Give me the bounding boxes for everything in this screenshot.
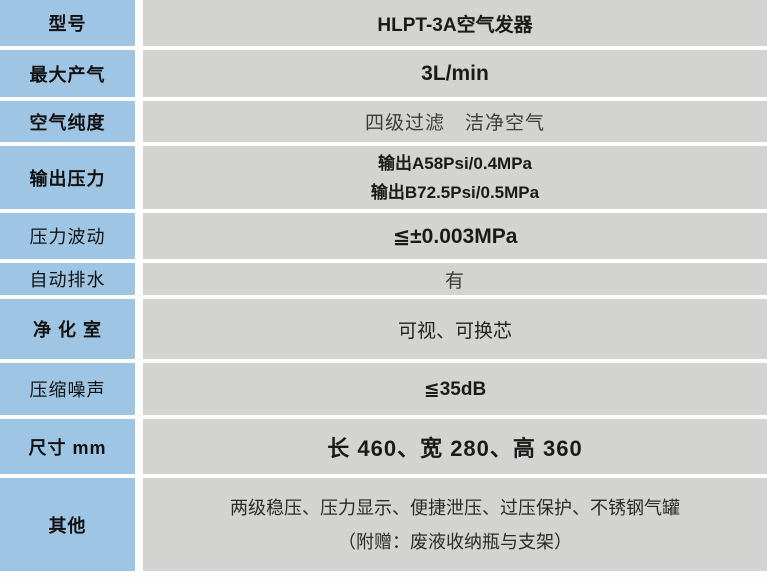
row-label-max-output: 最大产气	[0, 50, 135, 97]
spec-table: 型号 HLPT-3A空气发器 最大产气 3L/min 空气纯度 四级过滤 洁净空…	[0, 0, 767, 571]
row-label-others: 其他	[0, 478, 135, 571]
row-air-purity: 空气纯度 四级过滤 洁净空气	[0, 101, 767, 142]
row-label-model: 型号	[0, 0, 135, 46]
row-purify-chamber: 净 化 室 可视、可换芯	[0, 299, 767, 359]
row-model: 型号 HLPT-3A空气发器	[0, 0, 767, 46]
row-value-others: 两级稳压、压力显示、便捷泄压、过压保护、不锈钢气罐 （附赠：废液收纳瓶与支架）	[143, 478, 767, 571]
row-value-auto-drain: 有	[143, 263, 767, 295]
row-label-purify-chamber: 净 化 室	[0, 299, 135, 359]
row-value-dimensions: 长 460、宽 280、高 360	[143, 419, 767, 474]
row-others: 其他 两级稳压、压力显示、便捷泄压、过压保护、不锈钢气罐 （附赠：废液收纳瓶与支…	[0, 478, 767, 571]
row-label-output-pressure: 输出压力	[0, 146, 135, 209]
row-dimensions: 尺寸 mm 长 460、宽 280、高 360	[0, 419, 767, 474]
row-value-model: HLPT-3A空气发器	[143, 0, 767, 46]
row-value-compression-noise: ≦35dB	[143, 363, 767, 415]
row-pressure-fluctuation: 压力波动 ≦±0.003MPa	[0, 213, 767, 259]
row-label-compression-noise: 压缩噪声	[0, 363, 135, 415]
row-value-output-pressure: 输出A58Psi/0.4MPa 输出B72.5Psi/0.5MPa	[143, 146, 767, 209]
output-pressure-line-b: 输出B72.5Psi/0.5MPa	[370, 182, 540, 202]
row-label-auto-drain: 自动排水	[0, 263, 135, 295]
row-value-purify-chamber: 可视、可换芯	[143, 299, 767, 359]
row-max-output: 最大产气 3L/min	[0, 50, 767, 97]
row-label-air-purity: 空气纯度	[0, 101, 135, 142]
row-output-pressure: 输出压力 输出A58Psi/0.4MPa 输出B72.5Psi/0.5MPa	[0, 146, 767, 209]
row-value-pressure-fluctuation: ≦±0.003MPa	[143, 213, 767, 259]
row-value-max-output: 3L/min	[143, 50, 767, 97]
output-pressure-line-a: 输出A58Psi/0.4MPa	[377, 153, 532, 173]
row-value-air-purity: 四级过滤 洁净空气	[143, 101, 767, 142]
others-line-gift: （附赠：废液收纳瓶与支架）	[338, 531, 572, 552]
others-line-features: 两级稳压、压力显示、便捷泄压、过压保护、不锈钢气罐	[230, 497, 680, 518]
row-label-pressure-fluctuation: 压力波动	[0, 213, 135, 259]
row-auto-drain: 自动排水 有	[0, 263, 767, 295]
row-label-dimensions: 尺寸 mm	[0, 419, 135, 474]
row-compression-noise: 压缩噪声 ≦35dB	[0, 363, 767, 415]
